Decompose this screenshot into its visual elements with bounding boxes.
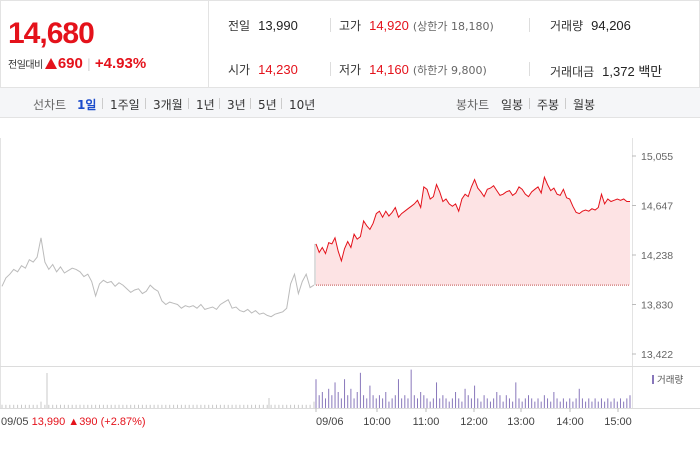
x-tick-label: 11:00	[413, 416, 440, 428]
tab-1week[interactable]: 1주일	[110, 98, 140, 112]
up-triangle-icon	[44, 58, 57, 69]
tab-5year[interactable]: 5년	[258, 98, 277, 112]
chart-period-tabs: 선차트 1일 1주일 3개월 1년 3년 5년 10년 봉차트 일봉 주봉 월봉	[0, 88, 700, 118]
tab-separator	[102, 98, 103, 109]
tab-separator	[188, 98, 189, 109]
stat-prev-close: 전일 13,990	[228, 17, 298, 34]
tab-3year[interactable]: 3년	[227, 98, 246, 112]
tab-weekly-candle[interactable]: 주봉	[537, 98, 560, 112]
price-box: 14,680 전일대비 690 | +4.93%	[1, 1, 209, 87]
intraday-chart[interactable]: 15,055 14,647 14,238 13,830 13,422 거래량 09/06 10…	[0, 118, 700, 450]
stat-label: 고가	[339, 19, 362, 33]
stat-sub: (하한가 9,800)	[412, 64, 487, 77]
tab-monthly-candle[interactable]: 월봉	[573, 98, 596, 112]
stat-low: 저가 14,160 (하한가 9,800)	[339, 61, 487, 78]
x-tick-label: 10:00	[363, 416, 391, 428]
volume-legend-label: 거래량	[657, 374, 683, 386]
volume-legend-swatch	[652, 375, 654, 384]
x-tick-label: 09/06	[316, 416, 344, 428]
candle-chart-label: 봉차트	[456, 98, 490, 112]
stat-value: 94,206	[591, 18, 631, 33]
today-price-line	[315, 175, 630, 263]
x-tick-label: 13:00	[507, 416, 535, 428]
tab-separator	[250, 98, 251, 109]
stat-divider	[529, 62, 530, 76]
prev-day-info: 09/05 13,990 ▲390 (+2.87%)	[1, 416, 146, 428]
stat-label: 거래대금	[550, 65, 595, 79]
change-row: 전일대비 690 | +4.93%	[8, 55, 146, 72]
stat-volume: 거래량 94,206	[550, 17, 631, 34]
today-price-area	[316, 177, 630, 286]
tab-10year[interactable]: 10년	[289, 98, 316, 112]
stat-label: 시가	[228, 63, 251, 77]
tab-3month[interactable]: 3개월	[153, 98, 183, 112]
stat-label: 저가	[339, 63, 362, 77]
tab-separator	[219, 98, 220, 109]
quote-header: 14,680 전일대비 690 | +4.93% 전일 13,990 시가 14,230 …	[0, 0, 700, 88]
tab-1year[interactable]: 1년	[196, 98, 215, 112]
x-tick-label: 15:00	[604, 416, 632, 428]
stat-turnover: 거래대금 1,372 백만	[550, 61, 662, 80]
prev-day-date: 09/05	[1, 416, 32, 428]
y-tick-label: 15,055	[641, 151, 673, 163]
line-chart-label: 선차트	[33, 98, 67, 112]
stat-value: 14,160	[369, 62, 409, 77]
stat-label: 전일	[228, 19, 251, 33]
stat-divider	[330, 18, 331, 32]
stat-value: 14,920	[369, 18, 409, 33]
change-label: 전일대비	[8, 60, 43, 71]
y-tick-label: 14,647	[641, 201, 673, 213]
tab-separator	[281, 98, 282, 109]
change-percent: +4.93%	[94, 55, 147, 72]
y-tick-label: 13,830	[641, 300, 673, 312]
y-tick-label: 13,422	[641, 349, 673, 361]
stat-open: 시가 14,230	[228, 61, 298, 78]
change-separator: |	[86, 57, 91, 71]
prev-day-price-line	[1, 237, 315, 318]
tab-separator	[565, 98, 566, 109]
prev-day-up-icon: ▲	[68, 416, 79, 428]
stat-value: 14,230	[258, 62, 298, 77]
stat-value: 1,372 백만	[602, 64, 663, 79]
change-value: 690	[57, 55, 83, 72]
stat-value: 13,990	[258, 18, 298, 33]
stat-label: 거래량	[550, 19, 584, 33]
stat-high: 고가 14,920 (상한가 18,180)	[339, 17, 494, 34]
stat-divider	[529, 18, 530, 32]
prev-day-change-pct: (+2.87%)	[101, 416, 146, 428]
x-tick-label: 12:00	[460, 416, 488, 428]
current-price: 14,680	[8, 17, 95, 50]
stat-divider	[330, 62, 331, 76]
prev-day-close: 13,990	[32, 416, 69, 428]
x-tick-label: 14:00	[556, 416, 584, 428]
tab-daily-candle[interactable]: 일봉	[501, 98, 524, 112]
stat-sub: (상한가 18,180)	[412, 20, 494, 33]
tab-separator	[529, 98, 530, 109]
prev-day-change: 390	[79, 416, 100, 428]
tab-1day[interactable]: 1일	[77, 98, 97, 112]
y-tick-label: 14,238	[641, 250, 673, 262]
tab-separator	[145, 98, 146, 109]
